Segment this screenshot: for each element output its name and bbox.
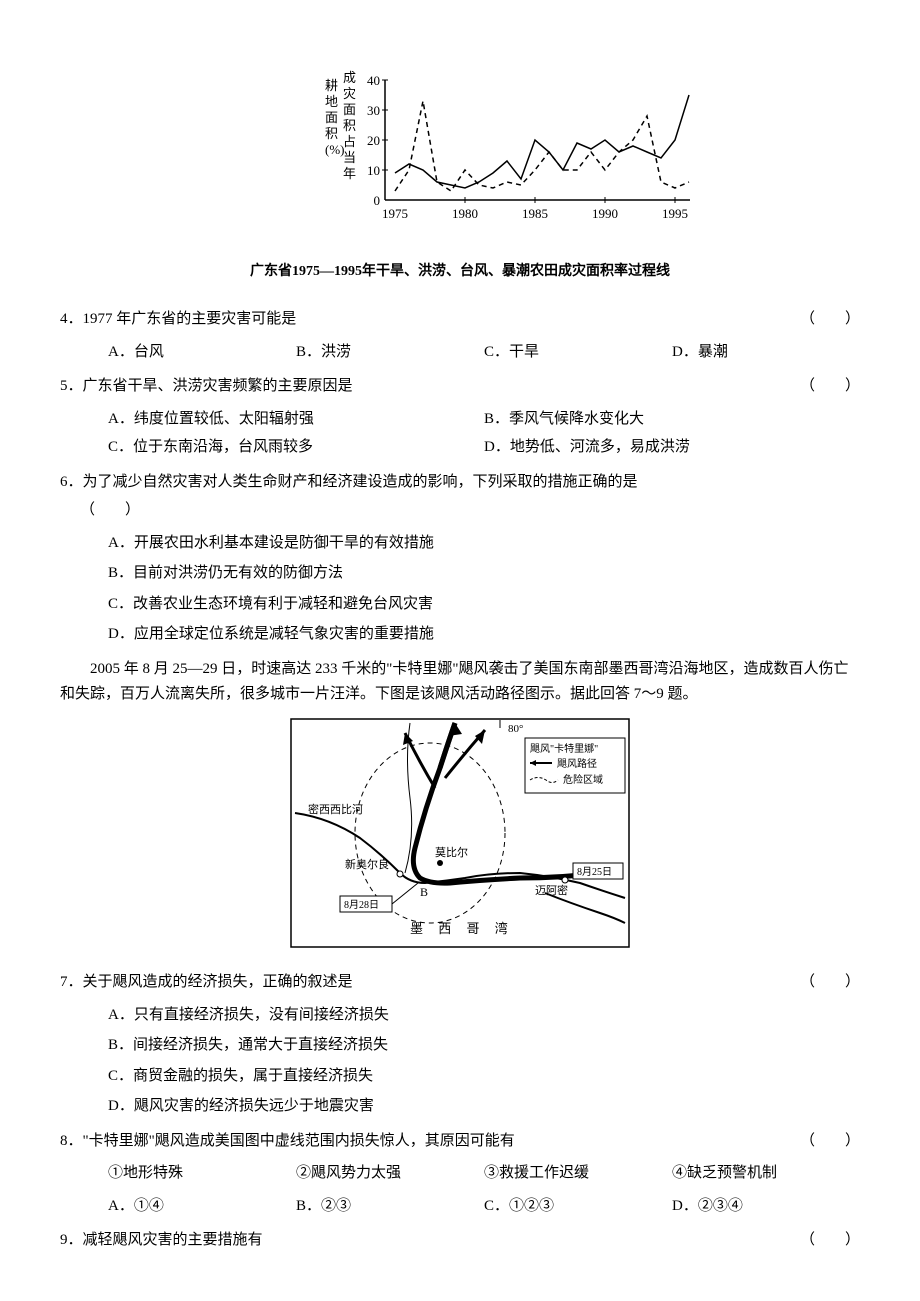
- y-axis-label-2: 地: [325, 94, 338, 109]
- q6-stem: 为了减少自然灾害对人类生命财产和经济建设造成的影响，下列采取的措施正确的是: [83, 474, 638, 490]
- xtick-1975: 1975: [382, 206, 408, 221]
- q9-num: 9．: [60, 1232, 83, 1248]
- passage-7-9: 2005 年 8 月 25—29 日，时速高达 233 千米的"卡特里娜"飓风袭…: [60, 657, 860, 708]
- q5-opt-b: B．季风气候降水变化大: [484, 405, 860, 434]
- city-mobile: [437, 860, 443, 866]
- legend-hurricane: 飓风"卡特里娜": [530, 742, 598, 755]
- q7-opt-a: A．只有直接经济损失，没有间接经济损失: [108, 1001, 860, 1030]
- chart-caption: 广东省1975—1995年干旱、洪涝、台风、暴潮农田成灾面积率过程线: [60, 259, 860, 286]
- question-4: 4．1977 年广东省的主要灾害可能是 （ ） A．台风 B．洪涝 C．干旱 D…: [60, 305, 860, 366]
- label-neworleans: 新奥尔良: [345, 857, 389, 871]
- ytick-40: 40: [367, 73, 380, 88]
- y-axis-label-6: 成: [343, 70, 356, 85]
- label-gulf: 墨 西 哥 湾: [410, 921, 514, 936]
- line-chart: 耕 地 面 积 (%) 成 灾 面 积 占 当 年 0 10 20 30 40 …: [210, 60, 710, 240]
- q8-item-1: ①地形特殊: [108, 1159, 296, 1188]
- q6-opt-d: D．应用全球定位系统是减轻气象灾害的重要措施: [108, 620, 860, 649]
- xtick-1990: 1990: [592, 206, 618, 221]
- y-axis-label-8: 面: [343, 102, 356, 117]
- q8-num: 8．: [60, 1133, 83, 1149]
- q5-opt-c: C．位于东南沿海，台风雨较多: [108, 433, 484, 462]
- ytick-10: 10: [367, 163, 380, 178]
- xtick-1995: 1995: [662, 206, 688, 221]
- q6-opt-a: A．开展农田水利基本建设是防御干旱的有效措施: [108, 529, 860, 558]
- map-lon: 80°: [508, 723, 523, 735]
- question-9: 9．减轻飓风灾害的主要措施有 （ ）: [60, 1226, 860, 1255]
- y-axis-label-1: 耕: [325, 78, 338, 93]
- label-date2: 8月25日: [577, 866, 612, 878]
- question-5: 5．广东省干旱、洪涝灾害频繁的主要原因是 （ ） A．纬度位置较低、太阳辐射强 …: [60, 372, 860, 462]
- q7-opt-b: B．间接经济损失，通常大于直接经济损失: [108, 1031, 860, 1060]
- y-axis-label-3: 面: [325, 110, 338, 125]
- q8-opt-a: A．①④: [108, 1192, 296, 1221]
- ytick-20: 20: [367, 133, 380, 148]
- question-6: 6．为了减少自然灾害对人类生命财产和经济建设造成的影响，下列采取的措施正确的是 …: [60, 468, 860, 649]
- q8-stem: "卡特里娜"飓风造成美国图中虚线范围内损失惊人，其原因可能有: [83, 1133, 515, 1149]
- q7-opt-c: C．商贸金融的损失，属于直接经济损失: [108, 1062, 860, 1091]
- hurricane-map: 80° 飓风"卡特里娜" 飓风路径 危险区域 密西西比河 新奥尔良 莫比尔 迈阿…: [290, 718, 630, 948]
- y-axis-label-5: (%): [325, 142, 345, 157]
- q5-opt-d: D．地势低、河流多，易成洪涝: [484, 433, 860, 462]
- q4-opt-a: A．台风: [108, 338, 296, 367]
- q7-num: 7．: [60, 974, 83, 990]
- chart-container: 耕 地 面 积 (%) 成 灾 面 积 占 当 年 0 10 20 30 40 …: [60, 60, 860, 285]
- y-axis-label-4: 积: [325, 126, 338, 141]
- ytick-0: 0: [374, 193, 381, 208]
- q7-opt-d: D．飓风灾害的经济损失远少于地震灾害: [108, 1092, 860, 1121]
- q4-num: 4．: [60, 311, 83, 327]
- q8-paren: （ ）: [800, 1127, 860, 1156]
- q5-stem: 广东省干旱、洪涝灾害频繁的主要原因是: [83, 378, 353, 394]
- q7-stem: 关于飓风造成的经济损失，正确的叙述是: [83, 974, 353, 990]
- q6-opt-c: C．改善农业生态环境有利于减轻和避免台风灾害: [108, 590, 860, 619]
- ytick-30: 30: [367, 103, 380, 118]
- q8-item-3: ③救援工作迟缓: [484, 1159, 672, 1188]
- y-axis-label-12: 年: [343, 166, 356, 181]
- label-date1: 8月28日: [344, 899, 379, 911]
- q5-opt-a: A．纬度位置较低、太阳辐射强: [108, 405, 484, 434]
- series-solid: [395, 95, 689, 188]
- city-neworleans: [397, 871, 403, 877]
- q4-opt-d: D．暴潮: [672, 338, 860, 367]
- q8-item-2: ②飓风势力太强: [296, 1159, 484, 1188]
- q5-paren: （ ）: [800, 372, 860, 401]
- y-axis-label-7: 灾: [343, 86, 356, 101]
- q4-opt-b: B．洪涝: [296, 338, 484, 367]
- q8-opt-d: D．②③④: [672, 1192, 860, 1221]
- q4-opt-c: C．干旱: [484, 338, 672, 367]
- question-8: 8．"卡特里娜"飓风造成美国图中虚线范围内损失惊人，其原因可能有 （ ） ①地形…: [60, 1127, 860, 1221]
- question-7: 7．关于飓风造成的经济损失，正确的叙述是 （ ） A．只有直接经济损失，没有间接…: [60, 968, 860, 1121]
- map-mississippi: 密西西比河: [308, 802, 363, 816]
- legend-danger: 危险区域: [563, 773, 603, 786]
- q5-num: 5．: [60, 378, 83, 394]
- xtick-1985: 1985: [522, 206, 548, 221]
- q6-paren: （ ）: [80, 502, 140, 518]
- q8-item-4: ④缺乏预警机制: [672, 1159, 860, 1188]
- y-axis-label-11: 当: [343, 150, 356, 165]
- q6-num: 6．: [60, 474, 83, 490]
- q7-paren: （ ）: [800, 968, 860, 997]
- q8-opt-b: B．②③: [296, 1192, 484, 1221]
- q6-opt-b: B．目前对洪涝仍无有效的防御方法: [108, 559, 860, 588]
- label-mobile: 莫比尔: [435, 846, 468, 859]
- map-container: 80° 飓风"卡特里娜" 飓风路径 危险区域 密西西比河 新奥尔良 莫比尔 迈阿…: [60, 718, 860, 959]
- y-axis-label-9: 积: [343, 118, 356, 133]
- label-B: B: [420, 885, 428, 899]
- q9-stem: 减轻飓风灾害的主要措施有: [83, 1232, 263, 1248]
- xtick-1980: 1980: [452, 206, 478, 221]
- city-miami: [562, 877, 568, 883]
- q4-stem: 1977 年广东省的主要灾害可能是: [83, 311, 297, 327]
- q9-paren: （ ）: [800, 1226, 860, 1255]
- legend-path: 飓风路径: [557, 757, 597, 770]
- label-miami: 迈阿密: [535, 883, 568, 897]
- q4-paren: （ ）: [800, 305, 860, 334]
- y-axis-label-10: 占: [343, 134, 356, 149]
- q8-opt-c: C．①②③: [484, 1192, 672, 1221]
